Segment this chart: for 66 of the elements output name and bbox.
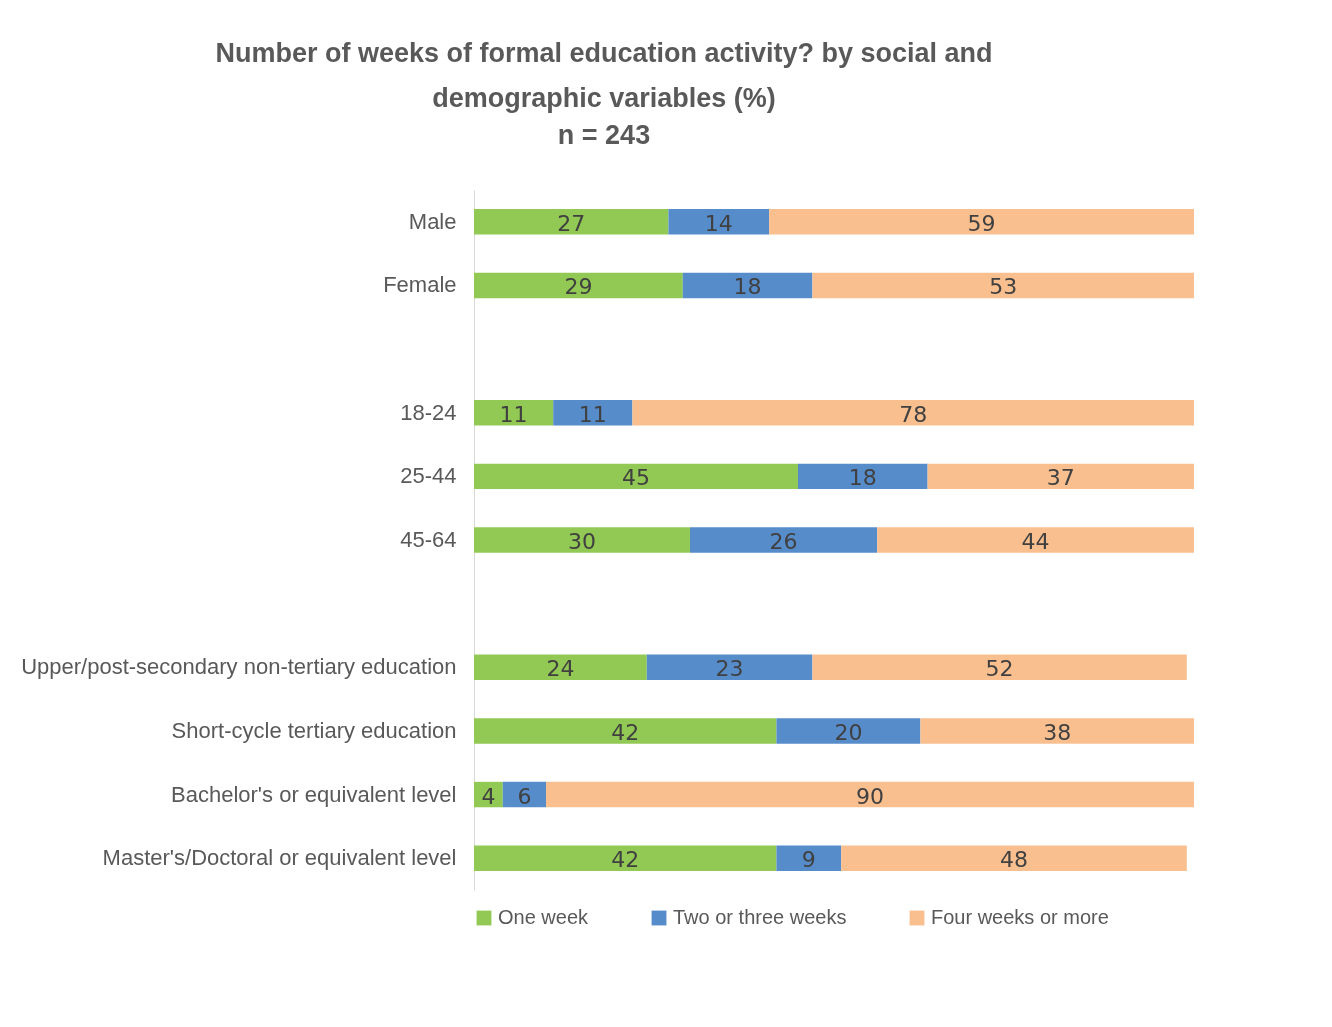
data-label: 42 — [611, 847, 640, 873]
bar — [474, 527, 690, 553]
data-label: 53 — [989, 274, 1018, 300]
data-label: 14 — [704, 210, 733, 236]
legend-label: Two or three weeks — [673, 906, 847, 928]
bar — [769, 209, 1194, 235]
data-label: 9 — [801, 847, 816, 873]
bar — [690, 527, 878, 553]
data-label: 42 — [611, 719, 640, 745]
bar — [841, 845, 1187, 871]
y-tick-label: 45-64 — [400, 527, 457, 552]
bar — [474, 463, 798, 490]
bar — [632, 400, 1194, 426]
bar — [927, 463, 1194, 490]
data-label: 29 — [564, 274, 593, 300]
data-label: 37 — [1046, 465, 1075, 491]
bar — [474, 209, 669, 235]
legend-label: Four weeks or more — [931, 906, 1109, 928]
bar — [546, 781, 1194, 808]
data-label: 20 — [834, 719, 863, 745]
y-tick-label: Short-cycle tertiary education — [171, 717, 457, 743]
bar — [877, 527, 1194, 553]
bar — [474, 654, 647, 680]
data-label: 90 — [856, 783, 884, 809]
data-label: 24 — [546, 656, 575, 682]
y-tick-label: Upper/post-secondary non-tertiary education — [21, 654, 457, 680]
bar — [474, 272, 683, 299]
y-tick-label: 18-24 — [400, 399, 457, 425]
legend-label: One week — [498, 906, 590, 928]
data-label: 18 — [733, 274, 762, 300]
data-label: 27 — [557, 210, 586, 236]
data-label: 38 — [1043, 719, 1072, 745]
bar — [776, 718, 921, 744]
data-label: 4 — [481, 783, 496, 809]
y-tick-label: 25-44 — [400, 463, 457, 489]
y-tick-label: Male — [408, 208, 457, 234]
data-label: 44 — [1021, 529, 1050, 554]
bar — [812, 654, 1187, 680]
bar — [920, 718, 1194, 744]
data-label: 45 — [622, 465, 650, 491]
y-tick-label: Master's/Doctoral or equivalent level — [102, 845, 457, 871]
bar — [812, 272, 1194, 299]
bar — [646, 654, 813, 680]
data-label: 11 — [578, 401, 607, 427]
data-label: 18 — [848, 465, 877, 491]
bar — [668, 209, 770, 235]
data-label: 30 — [568, 529, 596, 554]
y-tick-label: Bachelor's or equivalent level — [171, 781, 457, 807]
data-label: 48 — [1000, 847, 1028, 873]
data-label: 52 — [985, 656, 1014, 682]
bar — [682, 272, 813, 299]
bar — [798, 463, 928, 490]
data-label: 6 — [517, 783, 532, 809]
data-label: 23 — [715, 656, 744, 682]
data-label: 26 — [769, 529, 798, 554]
bar — [474, 718, 777, 744]
data-label: 11 — [499, 401, 528, 427]
chart-title: Number of weeks of formal education activity? by social and demographic variables (%) — [215, 38, 993, 113]
data-label: 59 — [967, 210, 996, 236]
bar — [553, 400, 633, 426]
y-tick-label: Female — [383, 272, 457, 298]
bar — [776, 845, 842, 871]
bar — [474, 400, 554, 426]
data-label: 78 — [899, 401, 928, 427]
bar — [474, 845, 777, 871]
chart-subtitle: n = 243 — [557, 120, 651, 150]
